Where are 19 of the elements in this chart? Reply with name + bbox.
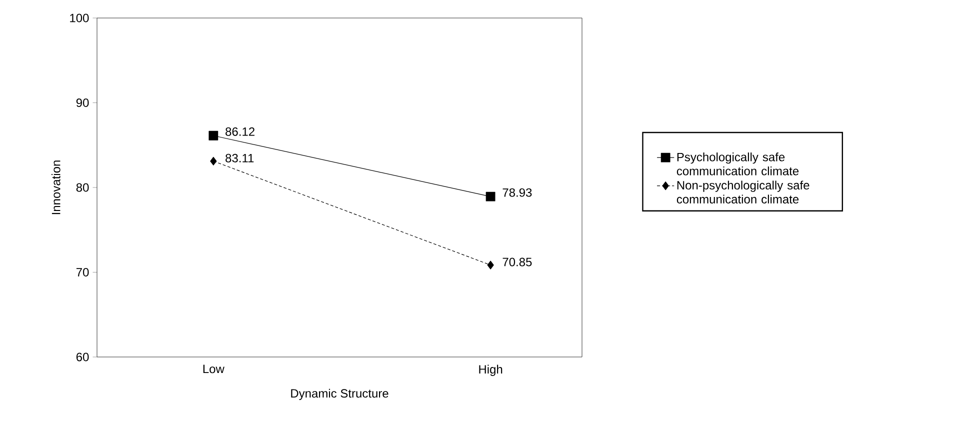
legend-label: Psychologically safe communication climate xyxy=(676,152,799,176)
y-tick-label: 60 xyxy=(76,352,89,362)
y-tick-label: 80 xyxy=(76,183,89,192)
point xyxy=(487,260,494,270)
data-label: 78.93 xyxy=(502,188,532,197)
data-label: 70.85 xyxy=(502,258,532,266)
y-axis-title: Innovation xyxy=(52,160,60,214)
point xyxy=(208,130,218,140)
x-axis-title: Dynamic Structure xyxy=(291,388,388,400)
legend-label: Non-psychologically safe communication climate xyxy=(676,180,810,204)
x-tick-label: Low xyxy=(203,364,224,374)
point xyxy=(486,192,496,202)
point xyxy=(210,156,217,166)
y-tick-label: 90 xyxy=(76,98,89,107)
y-tick-label: 100 xyxy=(70,14,89,22)
y-tick-label: 70 xyxy=(76,268,89,276)
data-label: 86.12 xyxy=(226,127,254,136)
x-tick-label: High xyxy=(479,364,502,376)
data-label: 83.11 xyxy=(226,154,254,162)
